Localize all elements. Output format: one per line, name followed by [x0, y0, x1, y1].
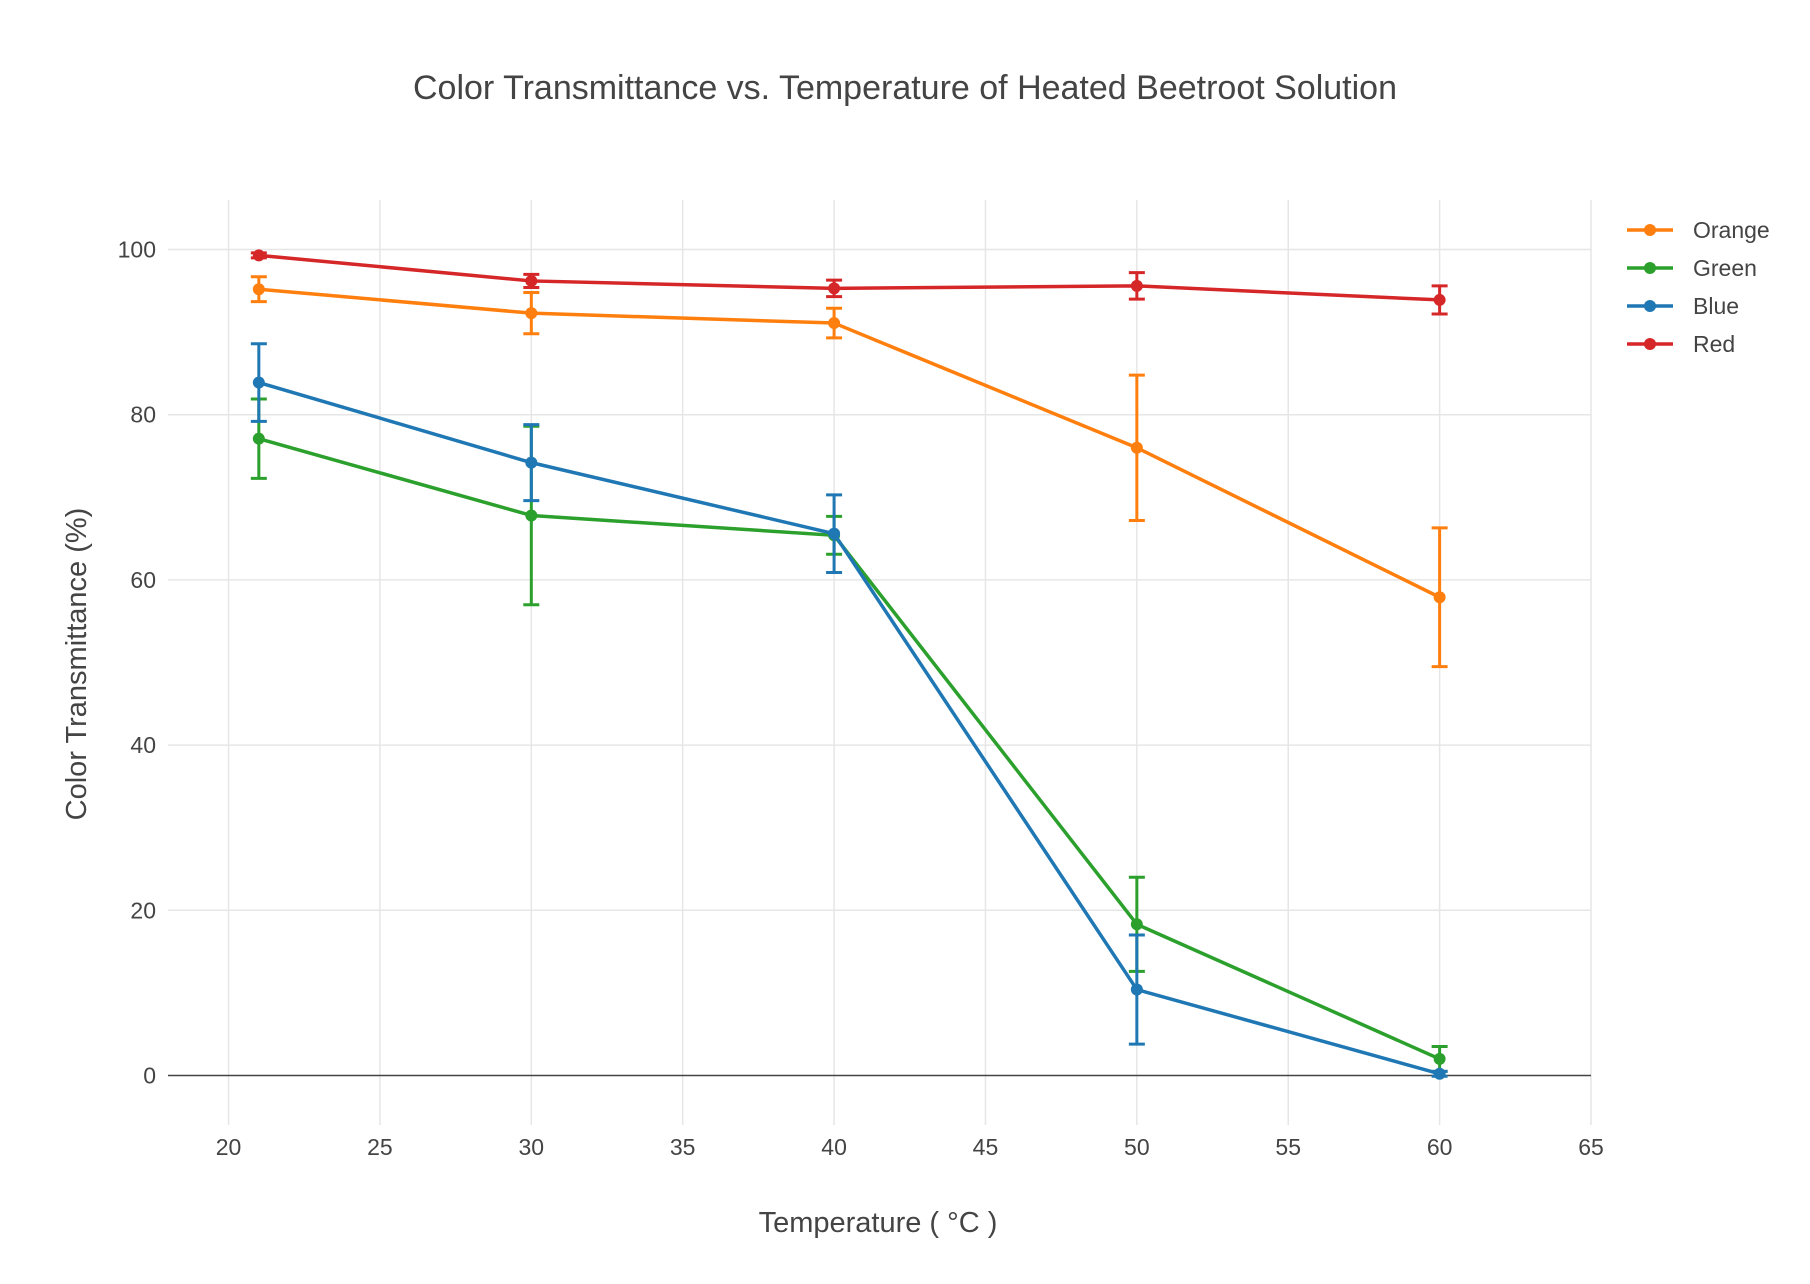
y-axis-title: Color Transmittance (%)	[61, 508, 93, 821]
data-point	[252, 249, 265, 262]
data-point	[828, 527, 841, 540]
series-line	[258, 436, 1441, 1061]
legend[interactable]: Orange Green Blue Red	[1627, 217, 1770, 357]
data-point	[1433, 293, 1446, 306]
data-point	[252, 283, 265, 296]
y-axis-ticks: 0 20 40 60 80 100	[118, 237, 156, 1089]
chart-title: Color Transmittance vs. Temperature of H…	[413, 69, 1397, 107]
legend-label: Green	[1693, 255, 1757, 281]
series-blue	[250, 342, 1448, 1080]
legend-label: Red	[1693, 331, 1735, 357]
x-tick-label: 30	[519, 1134, 545, 1160]
legend-marker	[1644, 262, 1656, 274]
x-axis-title: Temperature ( °C )	[759, 1207, 998, 1239]
x-tick-label: 60	[1427, 1134, 1453, 1160]
data-point	[1130, 441, 1143, 454]
data-point	[1433, 591, 1446, 604]
series-line	[258, 380, 1441, 1076]
y-tick-label: 80	[130, 402, 156, 428]
x-axis-ticks: 20 25 30 35 40 45 50 55 60 65	[216, 1134, 1604, 1160]
legend-marker	[1644, 338, 1656, 350]
data-point	[1433, 1067, 1446, 1080]
y-tick-label: 20	[130, 897, 156, 923]
x-tick-label: 45	[973, 1134, 999, 1160]
data-point	[525, 509, 538, 522]
x-tick-label: 40	[821, 1134, 847, 1160]
data-point	[1130, 279, 1143, 292]
data-point	[1433, 1052, 1446, 1065]
data-point	[828, 282, 841, 295]
data-point	[252, 376, 265, 389]
legend-item-red[interactable]: Red	[1627, 331, 1735, 357]
legend-label: Blue	[1693, 293, 1739, 319]
data-point	[525, 307, 538, 320]
x-tick-label: 65	[1578, 1134, 1604, 1160]
data-point	[1130, 918, 1143, 931]
legend-label: Orange	[1693, 217, 1770, 243]
x-tick-label: 35	[670, 1134, 696, 1160]
y-tick-label: 0	[143, 1062, 156, 1088]
x-tick-label: 55	[1275, 1134, 1301, 1160]
data-point	[525, 456, 538, 469]
data-point	[525, 274, 538, 287]
y-tick-label: 100	[118, 237, 156, 263]
series-orange	[250, 275, 1448, 669]
series-line	[258, 287, 1441, 599]
legend-item-orange[interactable]: Orange	[1627, 217, 1770, 243]
series-red	[250, 249, 1448, 316]
x-tick-label: 20	[216, 1134, 242, 1160]
data-point	[1130, 983, 1143, 996]
y-tick-label: 40	[130, 732, 156, 758]
series-green	[250, 397, 1448, 1073]
data-point	[828, 317, 841, 330]
series-line	[258, 253, 1440, 302]
legend-item-blue[interactable]: Blue	[1627, 293, 1739, 319]
plot-area	[250, 249, 1448, 1080]
legend-marker	[1644, 224, 1656, 236]
legend-item-green[interactable]: Green	[1627, 255, 1757, 281]
x-tick-label: 50	[1124, 1134, 1150, 1160]
x-tick-label: 25	[367, 1134, 393, 1160]
legend-marker	[1644, 300, 1656, 312]
data-point	[252, 432, 265, 445]
grid	[168, 200, 1592, 1125]
y-tick-label: 60	[130, 567, 156, 593]
